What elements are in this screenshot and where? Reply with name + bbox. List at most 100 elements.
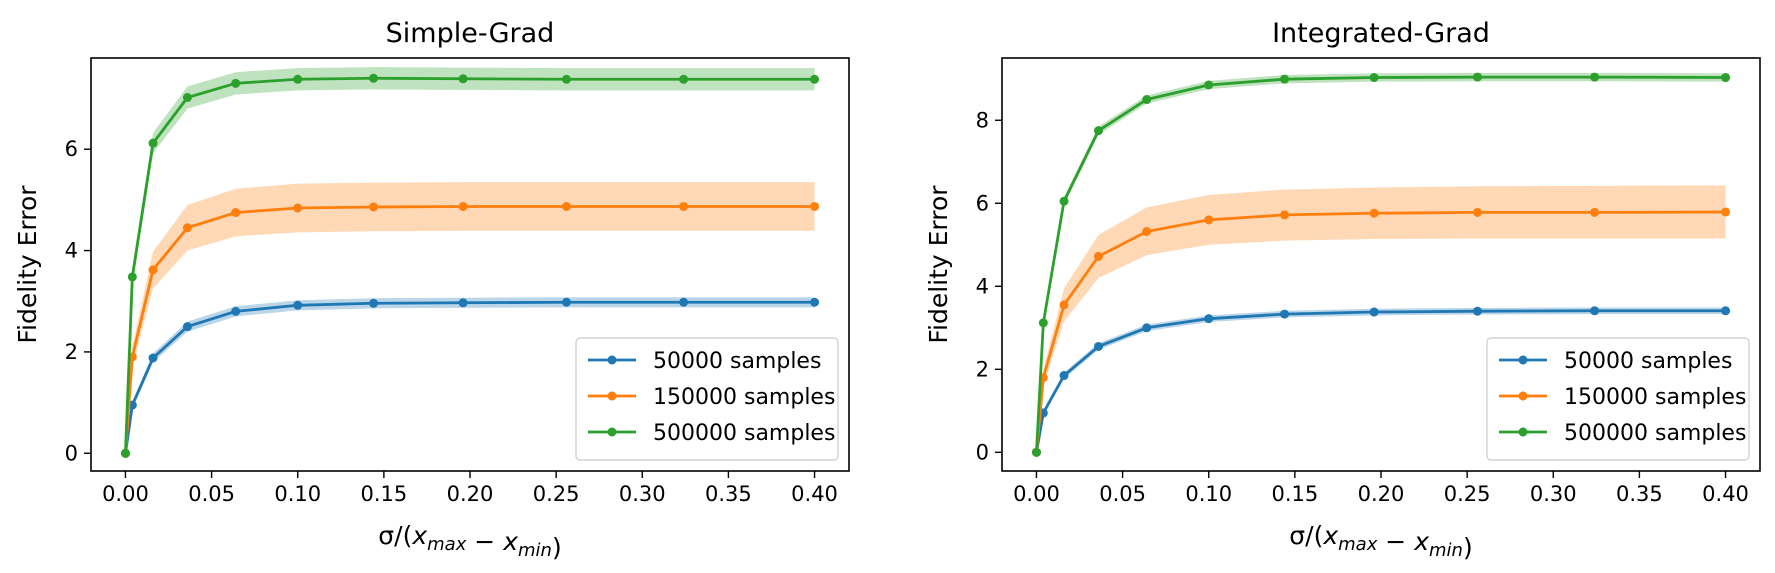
data-point — [1093, 251, 1103, 261]
legend-marker — [607, 391, 617, 401]
data-point — [810, 74, 820, 84]
y-tick-label: 2 — [65, 340, 78, 364]
x-axis-label-part: min — [518, 540, 552, 561]
x-tick-label: 0.15 — [360, 482, 407, 506]
y-tick-label: 4 — [65, 239, 78, 263]
data-point — [1038, 318, 1048, 328]
x-axis-label-part: x — [1322, 521, 1338, 550]
chart-panel-1: Simple-Grad 0.00 0.05 0.10 0.15 0.20 0.25 0.30 0… — [13, 18, 850, 562]
data-point — [182, 93, 192, 103]
data-point — [148, 138, 158, 148]
x-tick-label: 0.10 — [274, 482, 321, 506]
legend-marker — [1518, 355, 1528, 365]
x-axis-label-part: max — [427, 534, 467, 555]
data-point — [293, 203, 303, 213]
data-point — [1031, 447, 1041, 457]
chart-title: Integrated-Grad — [1272, 18, 1490, 49]
x-axis-label-part: ) — [552, 533, 562, 562]
x-tick-label: 0.30 — [1530, 482, 1577, 506]
confidence-band — [125, 182, 815, 454]
legend: 50000 samples 150000 samples 500000 sample… — [1486, 337, 1750, 461]
x-tick-label: 0.15 — [1271, 482, 1318, 506]
data-point — [1472, 306, 1482, 316]
x-tick-label: 0.25 — [533, 482, 580, 506]
legend-label: 50000 samples — [653, 349, 821, 374]
x-tick-label: 0.20 — [447, 482, 494, 506]
chart-title: Simple-Grad — [386, 18, 555, 49]
data-point — [148, 353, 158, 363]
x-axis-label: σ/(xmax − xmin) — [1289, 521, 1472, 562]
x-axis-label-part: max — [1338, 534, 1378, 555]
data-point — [1280, 210, 1290, 220]
x-tick-label: 0.30 — [619, 482, 666, 506]
data-point — [458, 201, 468, 211]
x-tick-label: 0.10 — [1185, 482, 1232, 506]
data-point — [1472, 72, 1482, 82]
legend-label: 500000 samples — [653, 421, 835, 446]
x-tick-label: 0.25 — [1444, 482, 1491, 506]
data-point — [458, 298, 468, 308]
data-point — [1142, 95, 1152, 105]
data-point — [679, 74, 689, 84]
data-point — [561, 297, 571, 307]
x-axis-label-part: x — [1413, 527, 1429, 556]
data-point — [1204, 80, 1214, 90]
x-axis-label-part: x — [411, 521, 427, 550]
data-point — [1590, 72, 1600, 82]
y-tick-label: 6 — [976, 191, 989, 215]
data-point — [561, 74, 571, 84]
data-point — [231, 78, 241, 88]
chart-panel-2: Integrated-Grad 0.00 0.05 0.10 0.15 0.20 0.25 0… — [924, 18, 1761, 562]
data-point — [1204, 215, 1214, 225]
x-axis-label-part: − — [466, 527, 503, 556]
data-point — [1590, 207, 1600, 217]
data-point — [458, 74, 468, 84]
legend-box — [575, 337, 839, 461]
data-point — [231, 306, 241, 316]
data-point — [1590, 306, 1600, 316]
data-point — [1721, 73, 1731, 83]
data-point — [1142, 323, 1152, 333]
data-point — [369, 298, 379, 308]
legend-label: 150000 samples — [653, 385, 835, 410]
y-axis-label: Fidelity Error — [13, 185, 42, 344]
data-point — [1721, 207, 1731, 217]
x-tick-label: 0.35 — [1616, 482, 1663, 506]
data-point — [1093, 126, 1103, 136]
data-point — [679, 201, 689, 211]
data-point — [1369, 307, 1379, 317]
legend-label: 150000 samples — [1564, 385, 1746, 410]
data-point — [561, 201, 571, 211]
y-tick-label: 8 — [976, 108, 989, 132]
data-point — [679, 297, 689, 307]
data-point — [231, 208, 241, 218]
data-point — [293, 300, 303, 310]
data-point — [810, 297, 820, 307]
x-tick-label: 0.20 — [1358, 482, 1405, 506]
y-tick-label: 4 — [976, 274, 989, 298]
y-tick-label: 2 — [976, 357, 989, 381]
x-tick-label: 0.00 — [102, 482, 149, 506]
data-point — [1093, 341, 1103, 351]
x-tick-label: 0.00 — [1013, 482, 1060, 506]
data-point — [182, 223, 192, 233]
data-point — [1204, 314, 1214, 324]
data-point — [1059, 371, 1069, 381]
x-axis-label-part: − — [1377, 527, 1414, 556]
y-tick-label: 0 — [976, 440, 989, 464]
x-tick-label: 0.05 — [188, 482, 235, 506]
y-tick-label: 6 — [65, 137, 78, 161]
data-point — [127, 272, 137, 282]
legend: 50000 samples 150000 samples 500000 sample… — [575, 337, 839, 461]
data-point — [1280, 309, 1290, 319]
data-point — [182, 322, 192, 332]
legend-marker — [1518, 427, 1528, 437]
x-axis-label-part: σ/( — [378, 521, 412, 550]
data-point — [1059, 196, 1069, 206]
y-axis-label: Fidelity Error — [924, 185, 953, 344]
data-point — [1721, 306, 1731, 316]
legend-label: 500000 samples — [1564, 421, 1746, 446]
x-axis-label-part: ) — [1463, 533, 1473, 562]
data-point — [369, 202, 379, 212]
data-point — [369, 73, 379, 83]
